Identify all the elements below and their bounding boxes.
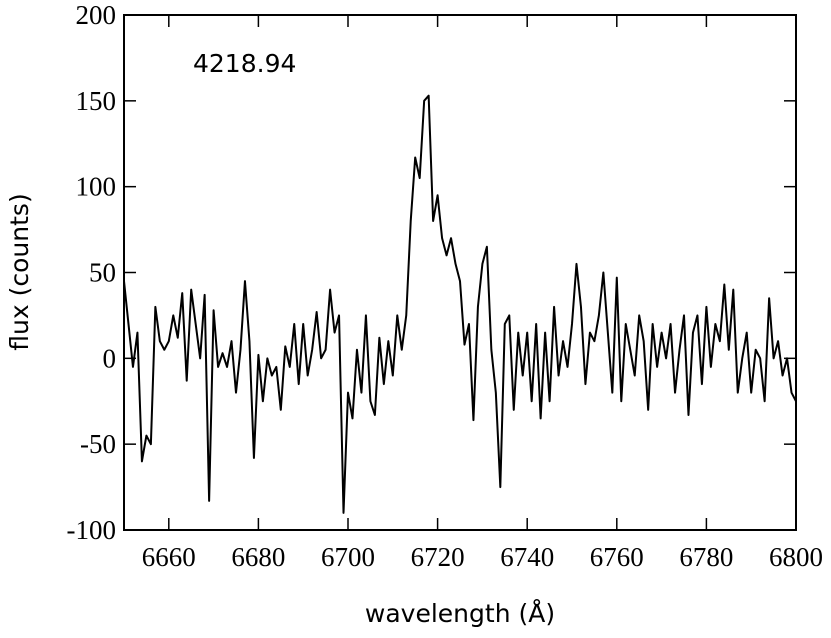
y-tick-label: 50 [89, 258, 116, 288]
y-tick-label: -50 [80, 429, 116, 459]
x-axis-label: wavelength (Å) [365, 599, 555, 628]
x-tick-label: 6780 [679, 542, 733, 572]
annotation: 4218.94 [193, 49, 296, 78]
y-tick-label: 0 [103, 343, 117, 373]
x-tick-label: 6740 [500, 542, 554, 572]
x-tick-label: 6680 [231, 542, 285, 572]
y-tick-label: 100 [76, 172, 117, 202]
x-tick-label: 6800 [769, 542, 823, 572]
spectrum-line [123, 94, 797, 514]
y-tick-label: 150 [76, 86, 117, 116]
y-axis-label: flux (counts) [5, 193, 34, 350]
x-tick-label: 6760 [590, 542, 644, 572]
y-tick-label: 200 [76, 0, 117, 30]
x-tick-label: 6660 [142, 542, 196, 572]
y-tick-label: -100 [67, 515, 117, 545]
x-tick-label: 6700 [321, 542, 375, 572]
plot-frame [123, 14, 797, 531]
x-tick-label: 6720 [411, 542, 465, 572]
